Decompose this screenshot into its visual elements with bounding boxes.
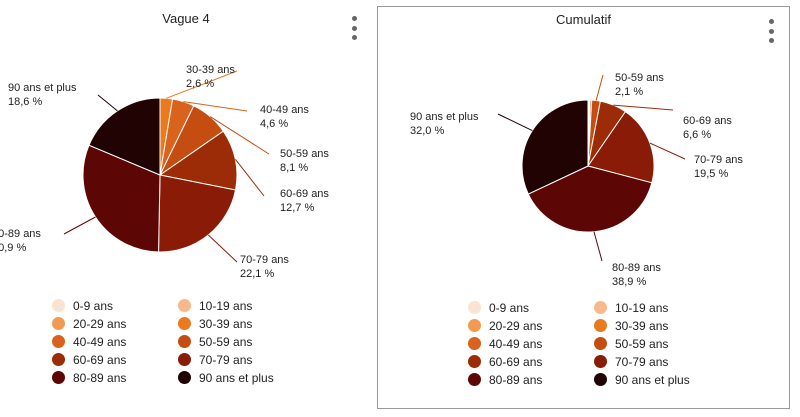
legend-label: 90 ans et plus — [199, 370, 274, 385]
legend-swatch — [178, 371, 191, 384]
legend-swatch — [468, 337, 481, 350]
legend-swatch — [52, 317, 65, 330]
legend-label: 80-89 ans — [73, 370, 127, 385]
legend-item[interactable]: 50-59 ans — [178, 334, 304, 349]
legend-item[interactable]: 70-79 ans — [594, 354, 720, 369]
legend-label: 60-69 ans — [489, 354, 543, 369]
legend-swatch — [178, 317, 191, 330]
legend-swatch — [468, 319, 481, 332]
legend-label: 20-29 ans — [489, 318, 543, 333]
legend-label: 30-39 ans — [615, 318, 669, 333]
legend-swatch — [594, 337, 607, 350]
chart-menu-icon[interactable] — [766, 19, 776, 43]
legend-swatch — [468, 301, 481, 314]
pie-slice-90-ans-et-plus[interactable] — [88, 97, 161, 176]
data-label: 30-39 ans 2,6 % — [186, 64, 235, 90]
data-label: 50-59 ans 2,1 % — [615, 72, 664, 98]
data-label: 40-49 ans 4,6 % — [260, 104, 309, 130]
legend-swatch — [594, 355, 607, 368]
legend-item[interactable]: 80-89 ans — [468, 372, 594, 387]
legend-label: 60-69 ans — [73, 352, 127, 367]
chart-legend: 0-9 ans 10-19 ans 20-29 ans 30-39 ans 40-49 … — [468, 300, 720, 387]
data-label-connector — [649, 142, 686, 160]
legend-swatch — [594, 319, 607, 332]
data-label-connector — [209, 116, 270, 155]
data-label-connector — [166, 70, 238, 99]
data-label: 60-69 ans 12,7 % — [280, 188, 329, 214]
legend-item[interactable]: 90 ans et plus — [594, 372, 720, 387]
chart-title: Cumulatif — [556, 12, 611, 27]
pie-chart: 30-39 ans 2,6 % 40-49 ans 4,6 % 50-59 ans 8,1… — [0, 64, 329, 280]
legend-item[interactable]: 20-29 ans — [468, 318, 594, 333]
legend-label: 50-59 ans — [199, 334, 253, 349]
legend-label: 50-59 ans — [615, 336, 669, 351]
legend-item[interactable]: 10-19 ans — [594, 300, 720, 315]
data-label: 60-69 ans 6,6 % — [683, 115, 732, 141]
legend-item[interactable]: 90 ans et plus — [178, 370, 304, 385]
data-label-connector — [97, 94, 118, 112]
legend-label: 0-9 ans — [73, 298, 114, 313]
chart-panel-cumulatif: Cumulatif 50-59 ans 2,1 % 60-69 ans 6,6 % 70… — [377, 6, 790, 409]
legend-item[interactable]: 0-9 ans — [468, 300, 594, 315]
legend-item[interactable]: 60-69 ans — [468, 354, 594, 369]
legend-label: 10-19 ans — [615, 300, 669, 315]
legend-item[interactable]: 30-39 ans — [594, 318, 720, 333]
legend-item[interactable]: 20-29 ans — [52, 316, 178, 331]
data-label-connector — [593, 231, 603, 262]
data-label: 50-59 ans 8,1 % — [280, 148, 329, 174]
legend-item[interactable]: 40-49 ans — [468, 336, 594, 351]
legend-item[interactable]: 30-39 ans — [178, 316, 304, 331]
data-label: 90 ans et plus 18,6 % — [8, 82, 77, 108]
chart-menu-icon[interactable] — [349, 16, 359, 40]
data-label-connector — [613, 104, 674, 111]
data-label-connector — [235, 158, 265, 197]
legend-item[interactable]: 70-79 ans — [178, 352, 304, 367]
data-label: 90 ans et plus 32,0 % — [410, 111, 479, 137]
pie-slice-70-79-ans[interactable] — [587, 110, 655, 184]
data-label-connector — [183, 101, 248, 112]
legend-label: 90 ans et plus — [615, 372, 690, 387]
legend-swatch — [52, 371, 65, 384]
chart-title: Vague 4 — [162, 11, 210, 26]
legend-item[interactable]: 80-89 ans — [52, 370, 178, 385]
legend-label: 40-49 ans — [73, 334, 127, 349]
pie-slice-60-69-ans[interactable] — [158, 130, 238, 191]
legend-swatch — [178, 335, 191, 348]
legend-swatch — [594, 301, 607, 314]
data-label-connector — [207, 234, 238, 263]
data-label-connector — [497, 113, 533, 132]
pie-chart: 50-59 ans 2,1 % 60-69 ans 6,6 % 70-79 ans 19,… — [410, 72, 743, 288]
data-label: 80-89 ans 38,9 % — [612, 262, 661, 288]
legend-label: 30-39 ans — [199, 316, 253, 331]
legend-label: 70-79 ans — [199, 352, 253, 367]
chart-panel-vague-4: Vague 4 30-39 ans 2,6 % 40-49 ans 4,6 % 50-5… — [0, 0, 372, 417]
legend-swatch — [52, 335, 65, 348]
legend-item[interactable]: 60-69 ans — [52, 352, 178, 367]
legend-item[interactable]: 40-49 ans — [52, 334, 178, 349]
legend-label: 40-49 ans — [489, 336, 543, 351]
legend-label: 10-19 ans — [199, 298, 253, 313]
legend-swatch — [178, 299, 191, 312]
legend-label: 0-9 ans — [489, 300, 530, 315]
legend-item[interactable]: 50-59 ans — [594, 336, 720, 351]
data-label: 70-79 ans 22,1 % — [240, 254, 289, 280]
data-label-connector — [595, 74, 604, 101]
legend-swatch — [594, 373, 607, 386]
pie-slice-80-89-ans[interactable] — [82, 144, 161, 253]
legend-swatch — [52, 353, 65, 366]
pie-slice-70-79-ans[interactable] — [158, 174, 237, 253]
legend-swatch — [468, 355, 481, 368]
data-label-connector — [63, 216, 96, 235]
legend-swatch — [178, 353, 191, 366]
data-label: 70-79 ans 19,5 % — [694, 154, 743, 180]
legend-swatch — [52, 299, 65, 312]
chart-legend: 0-9 ans 10-19 ans 20-29 ans 30-39 ans 40-49 … — [52, 298, 304, 385]
legend-label: 70-79 ans — [615, 354, 669, 369]
legend-label: 20-29 ans — [73, 316, 127, 331]
legend-item[interactable]: 0-9 ans — [52, 298, 178, 313]
legend-swatch — [468, 373, 481, 386]
legend-item[interactable]: 10-19 ans — [178, 298, 304, 313]
legend-label: 80-89 ans — [489, 372, 543, 387]
